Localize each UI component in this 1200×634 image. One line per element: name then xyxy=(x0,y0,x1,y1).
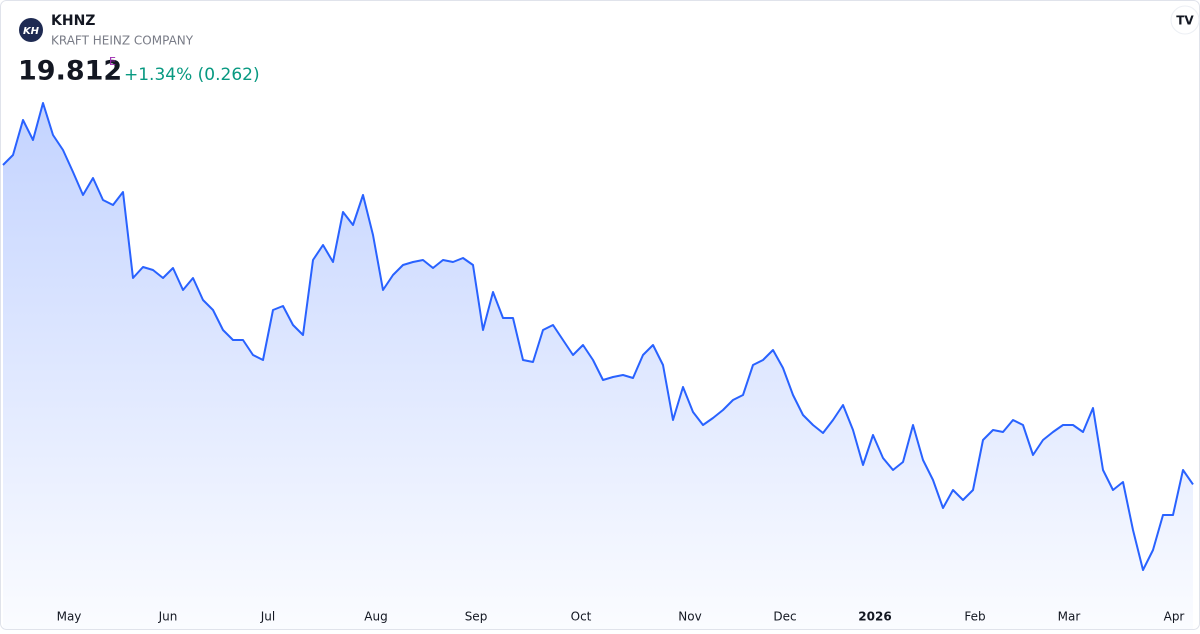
logo-text: KH xyxy=(23,26,40,37)
x-tick-label: Dec xyxy=(773,610,796,624)
x-tick-label: Jul xyxy=(260,610,275,624)
symbol: KHNZ xyxy=(51,13,95,29)
x-tick-label: Aug xyxy=(364,610,387,624)
x-tick-label: Oct xyxy=(571,610,592,624)
x-tick-label: Feb xyxy=(964,610,985,624)
price-flag: E xyxy=(109,55,116,68)
price-change: +1.34% (0.262) xyxy=(124,65,260,85)
x-tick-label: Sep xyxy=(465,610,488,624)
x-tick-label: Jun xyxy=(158,610,178,624)
price: 19.812 xyxy=(18,56,122,87)
x-tick-label: Apr xyxy=(1164,610,1185,624)
x-tick-label: May xyxy=(57,610,82,624)
x-tick-label: Nov xyxy=(678,610,701,624)
price-line xyxy=(2,102,1194,571)
logo-badge xyxy=(19,18,43,42)
area-fill xyxy=(3,103,1193,629)
brand-button[interactable] xyxy=(1170,5,1200,35)
company-name: KRAFT HEINZ COMPANY xyxy=(51,34,194,48)
x-tick-label: 2026 xyxy=(858,610,891,624)
x-tick-label: Mar xyxy=(1058,610,1081,624)
brand-logo[interactable]: TV xyxy=(1176,14,1194,28)
